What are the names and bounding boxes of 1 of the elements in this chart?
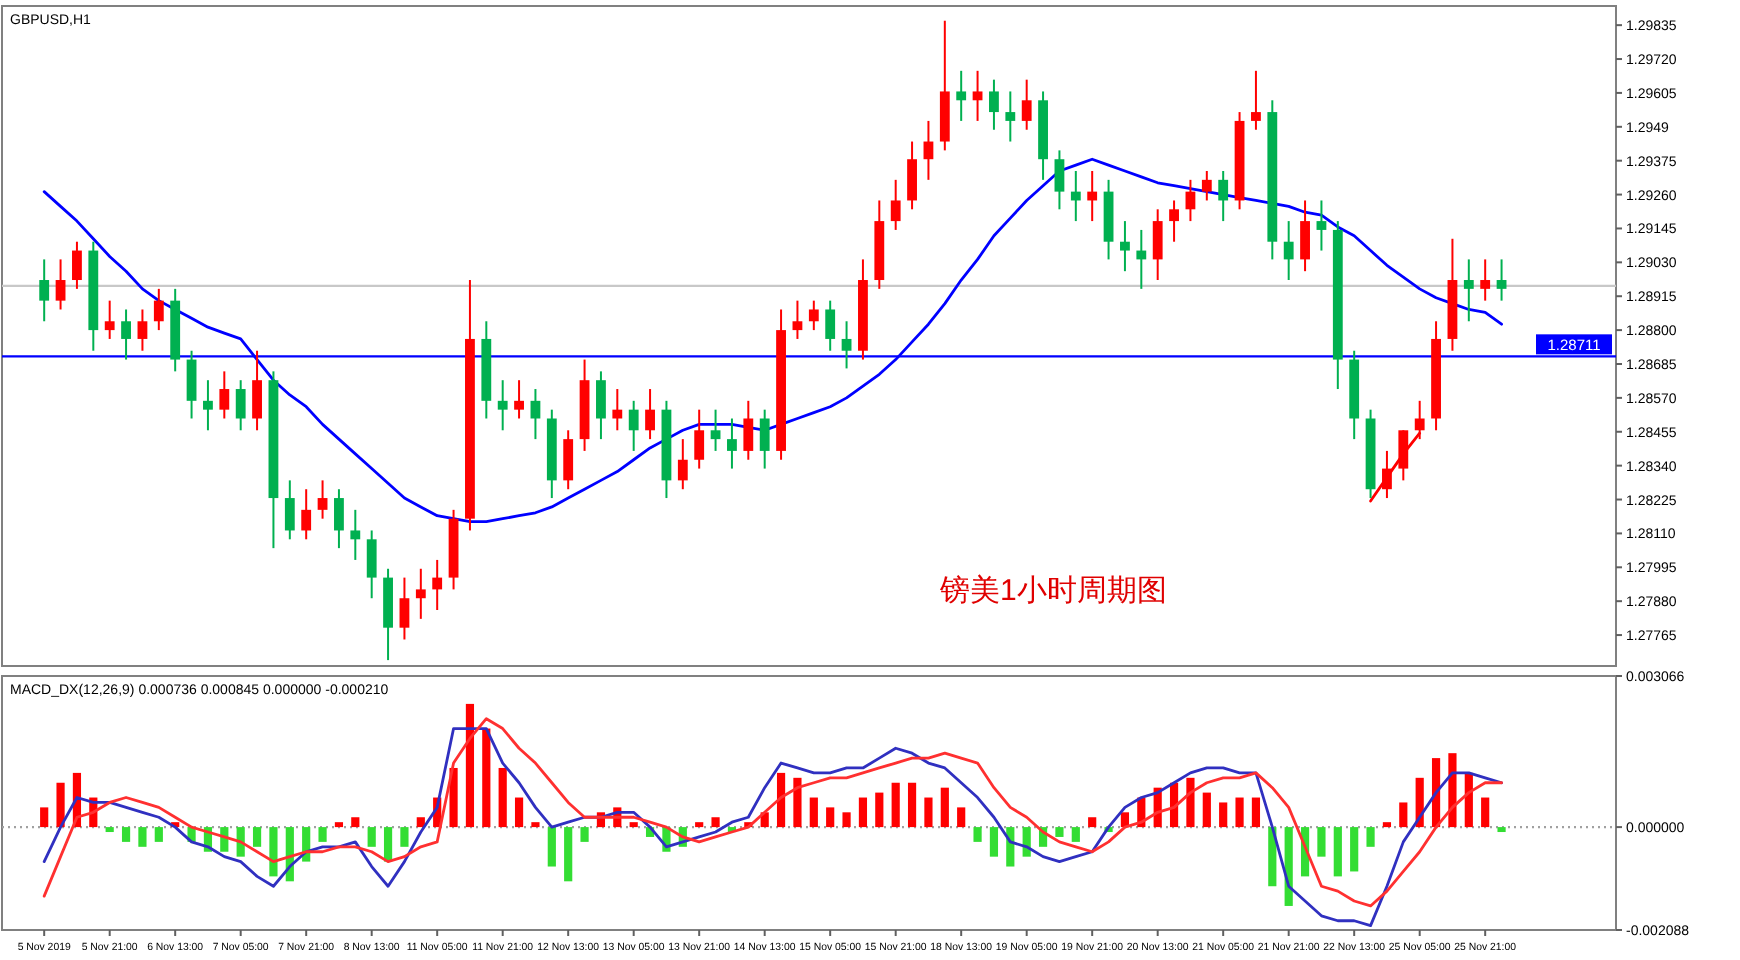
annotation: 镑美1小时周期图 (938, 574, 1167, 608)
